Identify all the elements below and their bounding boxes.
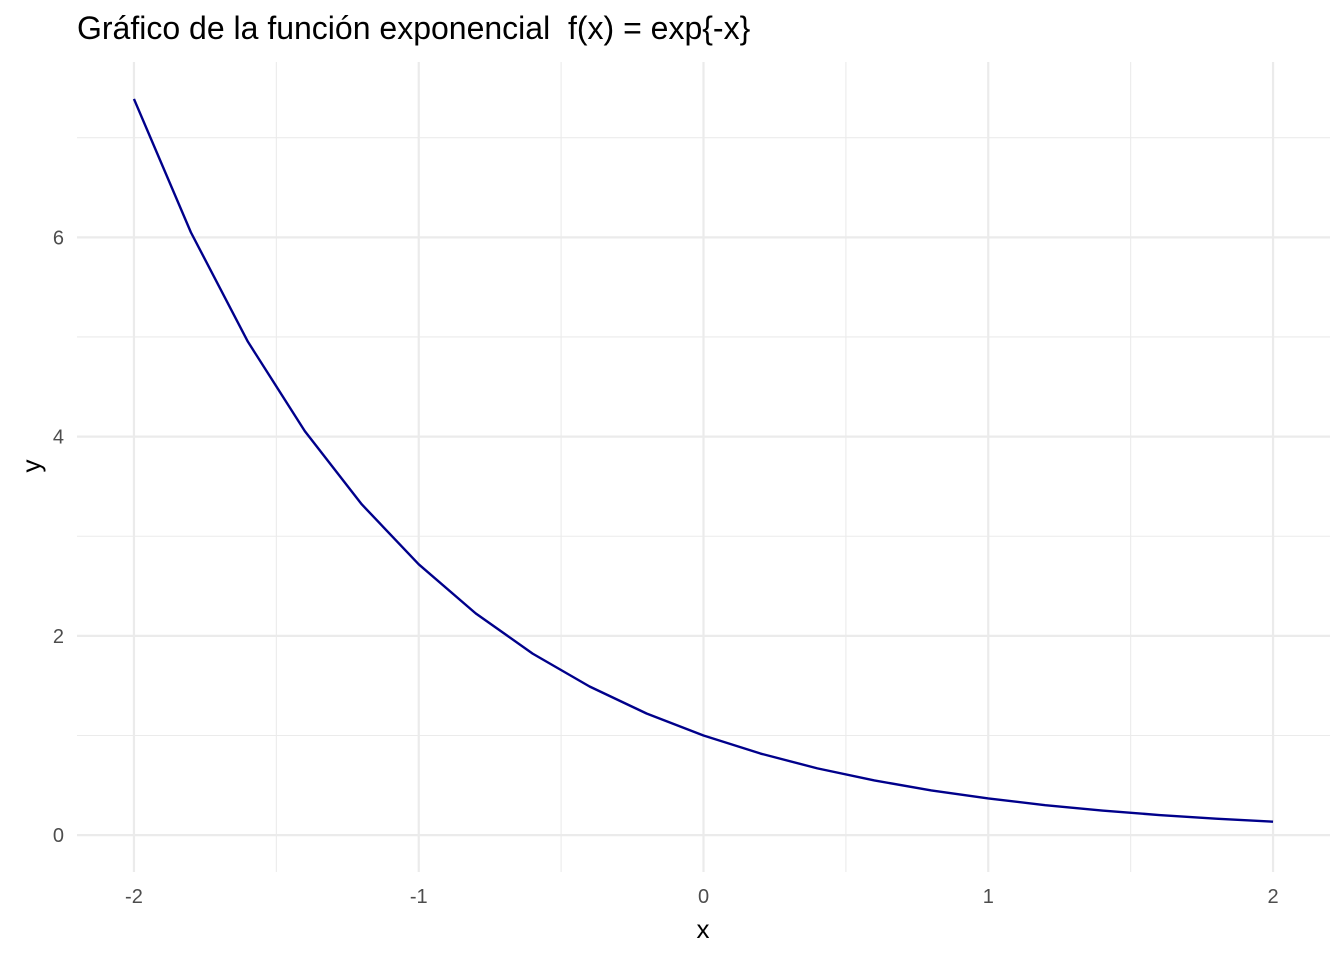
major-gridlines — [77, 62, 1330, 872]
series-line — [132, 98, 1274, 823]
y-tick-label: 4 — [53, 427, 64, 449]
x-tick-label: 0 — [698, 886, 709, 908]
x-axis-ticks: -2 -1 0 1 2 — [125, 886, 1279, 908]
x-axis-title: x — [697, 914, 710, 944]
x-tick-label: -2 — [125, 886, 143, 908]
y-axis-title: y — [16, 460, 46, 473]
y-tick-label: 2 — [53, 626, 64, 648]
x-tick-label: 2 — [1267, 886, 1278, 908]
y-tick-label: 0 — [53, 825, 64, 847]
chart-title: Gráfico de la función exponencial f(x) =… — [77, 10, 751, 46]
y-axis-ticks: 0 2 4 6 — [53, 227, 64, 847]
x-tick-label: 1 — [983, 886, 994, 908]
series-layer — [132, 98, 1274, 823]
x-tick-label: -1 — [410, 886, 428, 908]
y-tick-label: 6 — [53, 227, 64, 249]
